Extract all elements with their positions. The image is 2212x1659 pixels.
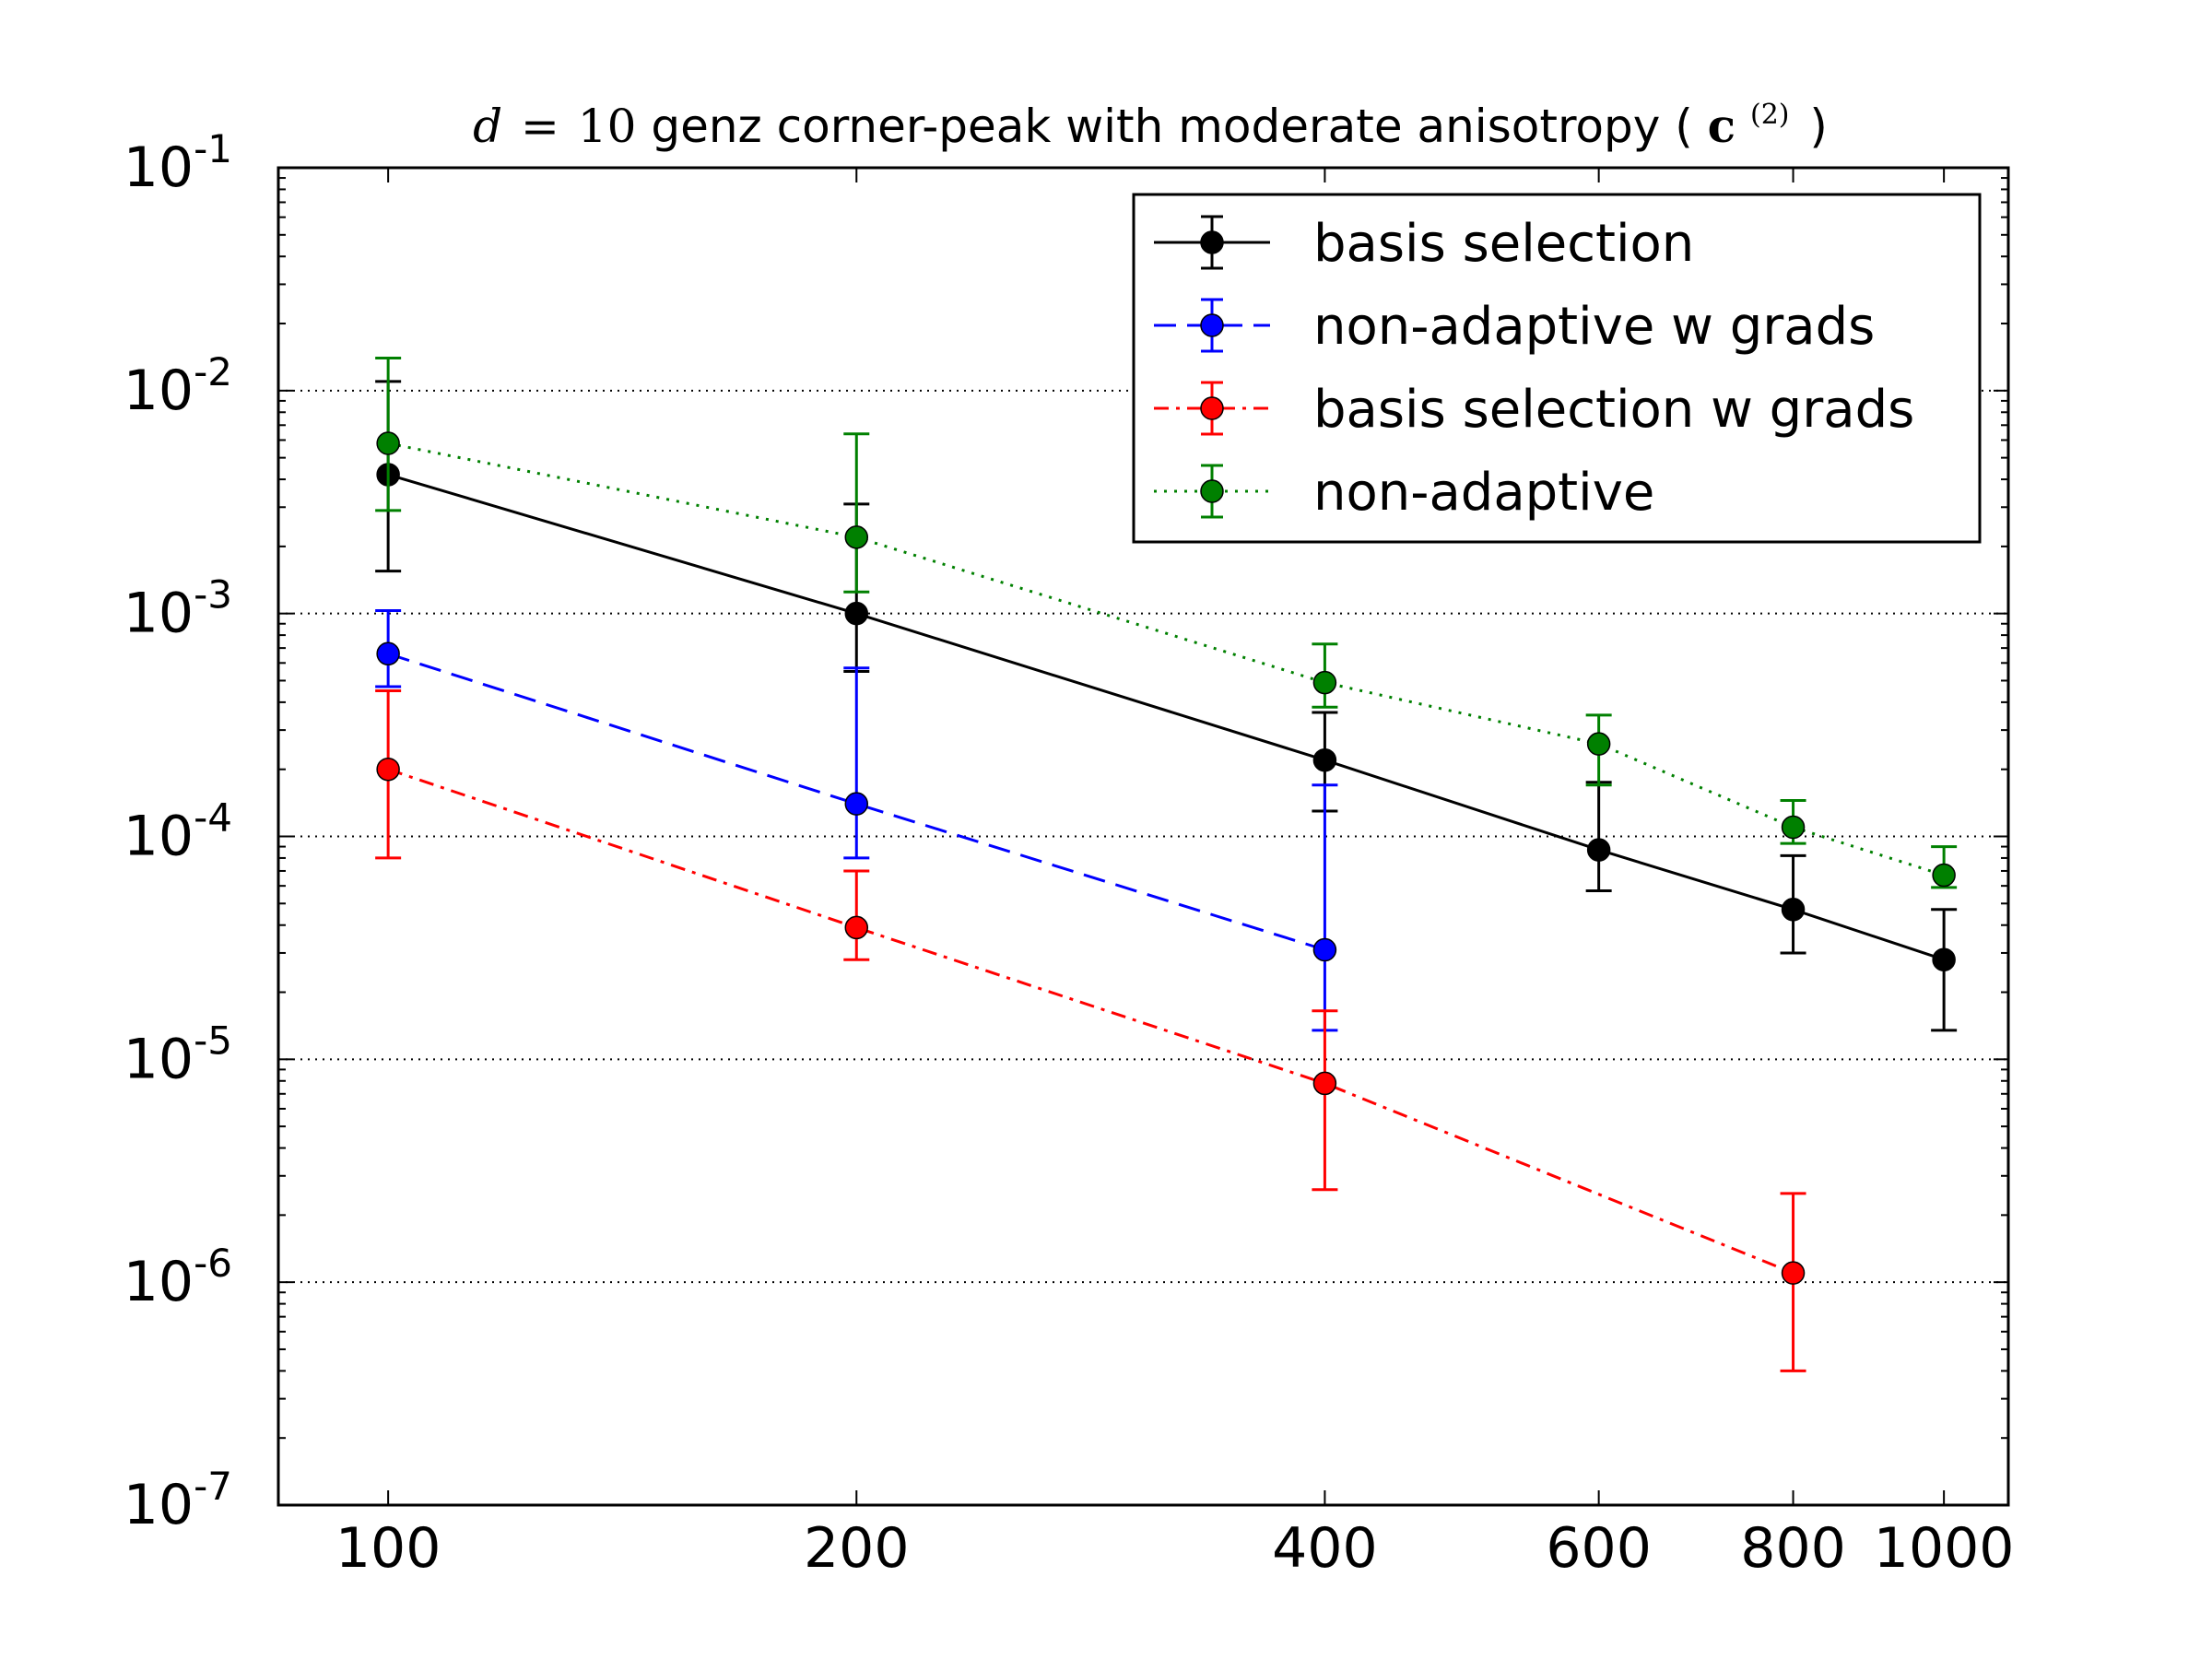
legend-label: non-adaptive bbox=[1313, 463, 1654, 523]
title-math-var: d bbox=[473, 100, 502, 153]
data-point bbox=[1932, 947, 1956, 971]
series-line bbox=[387, 441, 1945, 877]
legend-label: basis selection w grads bbox=[1313, 380, 1914, 440]
y-tick-label: 10-3 bbox=[124, 572, 232, 646]
y-tick-label-exponent: -6 bbox=[194, 1241, 232, 1286]
legend-box bbox=[1132, 193, 1982, 544]
y-tick-label: 10-5 bbox=[124, 1018, 232, 1091]
y-tick-label-exponent: -1 bbox=[194, 126, 232, 171]
x-tick-label: 400 bbox=[1272, 1516, 1378, 1581]
series-line bbox=[387, 768, 1794, 1275]
y-tick-label: 10-4 bbox=[124, 795, 232, 869]
data-point bbox=[1312, 670, 1337, 695]
data-point bbox=[1781, 1261, 1806, 1285]
data-point bbox=[1312, 937, 1337, 962]
legend-entry: non-adaptive w grads bbox=[1154, 297, 1875, 357]
y-tick-label-base: 10 bbox=[124, 1027, 194, 1091]
y-tick-label: 10-2 bbox=[124, 349, 232, 423]
data-point bbox=[844, 525, 869, 549]
x-tick-label: 800 bbox=[1740, 1516, 1846, 1581]
y-tick-label-base: 10 bbox=[124, 805, 194, 869]
plot-frame bbox=[276, 166, 2010, 1507]
data-point bbox=[376, 641, 400, 666]
data-point bbox=[1586, 732, 1611, 756]
data-point bbox=[1312, 1071, 1337, 1096]
legend-entry: non-adaptive bbox=[1154, 463, 1654, 523]
title-superscript: (2) bbox=[1750, 99, 1790, 131]
y-tick-label-base: 10 bbox=[124, 1250, 194, 1314]
data-point bbox=[376, 757, 400, 782]
title-math-num: 10 bbox=[578, 100, 637, 153]
y-tick-label: 10-6 bbox=[124, 1241, 232, 1314]
grid-layer bbox=[278, 389, 2008, 1284]
y-tick-label: 10-7 bbox=[124, 1464, 232, 1537]
legend-marker bbox=[1200, 396, 1224, 420]
data-point bbox=[844, 792, 869, 816]
y-tick-label-exponent: -3 bbox=[194, 572, 232, 618]
data-point bbox=[1781, 815, 1806, 840]
data-point bbox=[376, 431, 400, 455]
legend-marker bbox=[1200, 479, 1224, 503]
data-point bbox=[844, 601, 869, 626]
y-tick-label-base: 10 bbox=[124, 359, 194, 423]
legend-marker bbox=[1200, 230, 1224, 254]
x-tick-label: 1000 bbox=[1874, 1516, 2015, 1581]
legend-label: non-adaptive w grads bbox=[1313, 297, 1875, 357]
y-tick-label-base: 10 bbox=[124, 582, 194, 646]
legend-entry: basis selection bbox=[1154, 214, 1694, 274]
x-tick-label: 200 bbox=[804, 1516, 910, 1581]
y-tick-label-exponent: -5 bbox=[194, 1018, 232, 1063]
legend-entries: basis selection non-adaptive w grads basis… bbox=[1154, 214, 1914, 523]
legend-marker bbox=[1200, 313, 1224, 337]
x-tick-label: 100 bbox=[335, 1516, 441, 1581]
series-non-adaptive-w-grads bbox=[375, 609, 1338, 1032]
data-point bbox=[1932, 863, 1956, 888]
y-tick-label-exponent: -7 bbox=[194, 1464, 232, 1509]
chart-title: d = 10 genz corner-peak with moderate an… bbox=[473, 81, 1828, 153]
data-point bbox=[844, 915, 869, 940]
legend-label: basis selection bbox=[1313, 214, 1694, 274]
title-math-eq: = bbox=[521, 100, 559, 153]
series-layer bbox=[375, 356, 1958, 1372]
data-point bbox=[1586, 838, 1611, 862]
y-tick-label-exponent: -2 bbox=[194, 349, 232, 394]
y-tick-label-base: 10 bbox=[124, 1473, 194, 1537]
legend-entry: basis selection w grads bbox=[1154, 380, 1914, 440]
title-main-text: genz corner-peak with moderate anisotrop… bbox=[651, 100, 1692, 153]
legend: basis selection non-adaptive w grads basis… bbox=[1132, 193, 1982, 544]
series-non-adaptive bbox=[375, 356, 1958, 889]
title-vector-c: c bbox=[1708, 99, 1735, 153]
y-tick-label-base: 10 bbox=[124, 135, 194, 200]
y-tick-label: 10-1 bbox=[124, 126, 232, 200]
series-basis-selection-w-grads bbox=[375, 689, 1806, 1372]
data-point bbox=[1781, 898, 1806, 922]
series-line bbox=[387, 473, 1945, 961]
y-tick-label-exponent: -4 bbox=[194, 795, 232, 841]
x-tick-label: 600 bbox=[1546, 1516, 1652, 1581]
title-close-paren: ) bbox=[1809, 100, 1828, 153]
data-point bbox=[1312, 747, 1337, 772]
